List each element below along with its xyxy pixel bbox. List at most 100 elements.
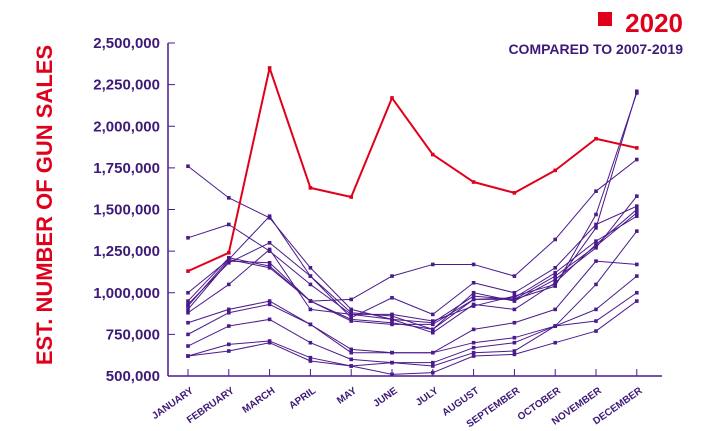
series-2011 <box>186 259 639 355</box>
x-tick-label: JULY <box>414 385 441 408</box>
series-2012 <box>186 89 639 323</box>
data-point <box>471 290 476 295</box>
data-point <box>553 265 557 270</box>
data-point <box>635 299 639 303</box>
data-point <box>186 269 190 273</box>
data-point <box>349 307 353 312</box>
data-point <box>553 340 557 345</box>
data-point <box>512 295 517 300</box>
data-point <box>308 299 313 303</box>
data-point <box>471 327 476 332</box>
data-point <box>349 297 353 302</box>
data-point <box>267 66 272 70</box>
data-point <box>227 257 231 262</box>
series-line <box>187 260 637 354</box>
data-point <box>512 349 517 353</box>
data-point <box>267 260 272 265</box>
data-point <box>635 274 639 278</box>
x-tick-label: APRIL <box>287 385 318 411</box>
y-axis-label: EST. NUMBER OF GUN SALES <box>32 45 57 365</box>
data-point <box>227 342 231 347</box>
data-point <box>227 196 231 200</box>
data-point <box>594 259 598 263</box>
data-point <box>635 207 639 212</box>
data-point <box>635 214 639 218</box>
data-point <box>594 212 598 217</box>
data-point <box>594 282 598 287</box>
series-line <box>187 195 638 330</box>
data-point <box>553 284 557 288</box>
data-point <box>186 236 190 240</box>
data-point <box>308 265 313 270</box>
data-point <box>308 282 313 287</box>
data-point <box>635 229 639 233</box>
y-tick-label: 1,750,000 <box>93 160 160 177</box>
data-point <box>308 274 313 278</box>
data-point <box>594 226 598 230</box>
data-point <box>431 350 435 355</box>
data-point <box>431 364 435 368</box>
data-point <box>431 312 435 317</box>
x-tick-label: MAY <box>335 385 359 406</box>
data-point <box>227 349 231 353</box>
y-tick-label: 750,000 <box>106 326 160 343</box>
series-2019 <box>186 204 639 320</box>
data-point <box>390 295 394 300</box>
data-point <box>471 354 476 358</box>
data-point <box>471 280 476 285</box>
series-2016 <box>186 157 639 303</box>
data-point <box>227 260 231 265</box>
data-point <box>471 294 476 298</box>
data-point <box>390 96 394 100</box>
data-point <box>349 357 353 362</box>
y-tick-label: 2,500,000 <box>93 35 160 52</box>
y-tick-label: 500,000 <box>106 368 160 385</box>
data-point <box>512 307 517 312</box>
data-point <box>431 262 435 267</box>
data-point <box>390 350 394 355</box>
data-point <box>553 277 557 282</box>
data-point <box>308 355 313 360</box>
data-point <box>594 329 598 333</box>
data-point <box>227 282 231 287</box>
data-point <box>267 214 272 218</box>
y-tick-label: 1,000,000 <box>93 285 160 302</box>
series-2020 <box>186 66 639 273</box>
data-point <box>186 304 190 308</box>
data-point <box>553 237 557 242</box>
legend-label-comparison: COMPARED TO 2007-2019 <box>508 41 683 57</box>
data-point <box>227 222 231 227</box>
data-point <box>431 327 435 332</box>
legend-label-2020: 2020 <box>625 8 683 38</box>
series-2010 <box>186 229 639 365</box>
legend: 2020 COMPARED TO 2007-2019 <box>508 8 683 57</box>
data-point <box>186 320 190 325</box>
series-2018 <box>186 214 639 332</box>
data-point <box>635 211 639 215</box>
series-line <box>187 205 638 319</box>
data-point <box>512 290 517 295</box>
data-point <box>186 290 190 295</box>
data-point <box>553 168 557 173</box>
data-point <box>431 360 435 365</box>
data-point <box>308 340 313 345</box>
data-point <box>594 136 598 141</box>
data-point <box>553 270 557 275</box>
data-point <box>308 186 313 190</box>
data-point <box>186 307 190 312</box>
data-point <box>512 352 517 357</box>
y-tick-label: 2,250,000 <box>93 77 160 94</box>
data-point <box>594 222 598 227</box>
data-point <box>594 189 598 193</box>
data-point <box>512 335 517 340</box>
data-point <box>512 299 517 303</box>
data-point <box>349 315 353 320</box>
series-2013 <box>186 164 639 335</box>
series-line <box>187 159 638 302</box>
data-point <box>390 372 394 377</box>
data-point <box>227 310 231 315</box>
series-line <box>187 275 638 354</box>
data-point <box>512 191 517 195</box>
